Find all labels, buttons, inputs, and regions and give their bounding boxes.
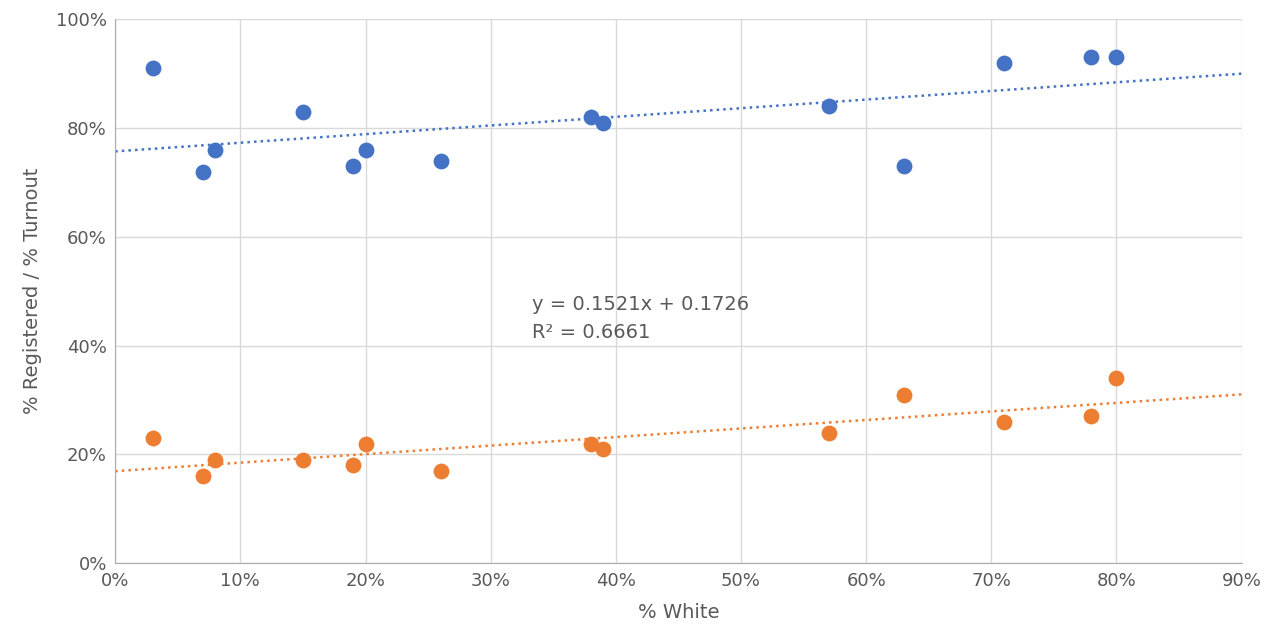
Text: y = 0.1521x + 0.1726: y = 0.1521x + 0.1726 — [532, 295, 749, 314]
Point — [293, 107, 314, 117]
Point — [818, 428, 838, 438]
Point — [430, 466, 451, 476]
Point — [192, 471, 212, 481]
Point — [293, 454, 314, 465]
Point — [1082, 52, 1102, 62]
Point — [1082, 411, 1102, 421]
Point — [343, 161, 364, 171]
Text: R² = 0.6661: R² = 0.6661 — [532, 323, 650, 342]
Point — [993, 417, 1014, 427]
Point — [343, 460, 364, 470]
Point — [593, 444, 613, 454]
Point — [818, 101, 838, 111]
Point — [1106, 52, 1126, 62]
Point — [581, 112, 602, 122]
X-axis label: % White: % White — [637, 604, 719, 623]
Point — [1106, 373, 1126, 383]
Point — [581, 438, 602, 449]
Point — [192, 166, 212, 177]
Point — [142, 433, 163, 443]
Point — [893, 389, 914, 399]
Point — [142, 63, 163, 73]
Point — [993, 58, 1014, 68]
Point — [356, 438, 376, 449]
Point — [205, 454, 225, 465]
Point — [593, 117, 613, 127]
Point — [205, 145, 225, 155]
Point — [893, 161, 914, 171]
Point — [430, 156, 451, 166]
Y-axis label: % Registered / % Turnout: % Registered / % Turnout — [23, 168, 42, 414]
Point — [356, 145, 376, 155]
